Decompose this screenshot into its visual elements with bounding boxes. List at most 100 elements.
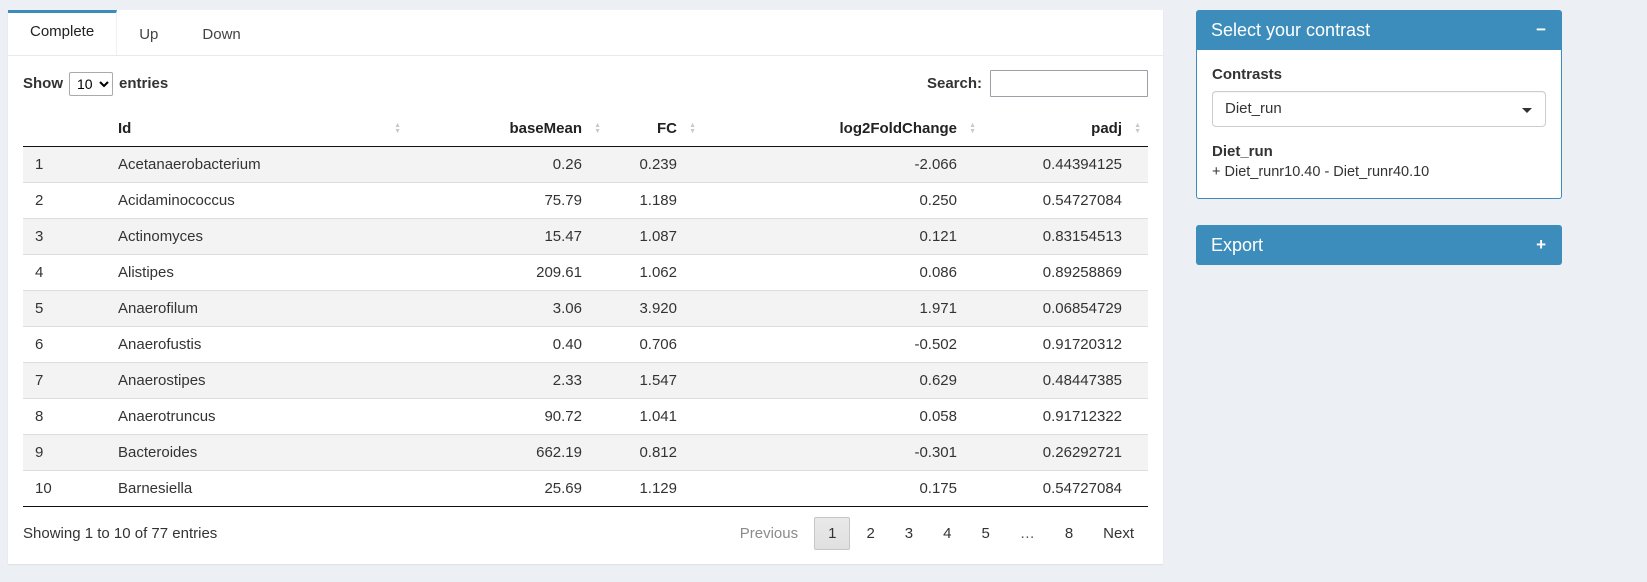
cell-log2foldchange: -2.066 [914, 156, 957, 173]
cell-log2foldchange: 0.629 [919, 372, 957, 389]
table-footer: Showing 1 to 10 of 77 entries Previous 1… [8, 507, 1163, 564]
cell-basemean: 15.47 [544, 228, 582, 245]
cell-padj: 0.91720312 [1042, 336, 1122, 353]
cell-fc: 0.812 [639, 444, 677, 461]
contrast-formula: + Diet_runr10.40 - Diet_runr40.10 [1212, 164, 1430, 180]
sort-icon: ▲ ▼ [689, 121, 696, 135]
cell-padj: 0.54727084 [1042, 480, 1122, 497]
pagination-ellipsis: … [1019, 525, 1035, 542]
header-id[interactable]: Id ▲ ▼ [108, 111, 408, 147]
cell-basemean: 2.33 [552, 372, 582, 389]
cell-fc: 3.920 [639, 300, 677, 317]
cell-log2foldchange: -0.502 [914, 336, 957, 353]
cell-log2foldchange: 0.121 [919, 228, 957, 245]
search-input[interactable] [990, 70, 1148, 97]
pagination-page-4[interactable]: 4 [943, 525, 952, 542]
table-row[interactable]: 7 Anaerostipes 2.33 1.547 0.629 0.484473… [23, 362, 1148, 399]
cell-log2foldchange: 0.058 [919, 408, 957, 425]
pagination-page-8[interactable]: 8 [1064, 525, 1074, 542]
cell-fc: 1.062 [639, 264, 677, 281]
page: Complete Up Down Show 10 entries Search: [8, 10, 1562, 564]
sort-icon: ▲ ▼ [394, 121, 401, 135]
entries-select[interactable]: 10 [69, 71, 113, 96]
collapse-plus-icon[interactable]: + [1532, 233, 1550, 257]
cell-padj: 0.44394125 [1042, 156, 1122, 173]
cell-padj: 0.91712322 [1042, 408, 1122, 425]
cell-rownum: 10 [35, 480, 52, 497]
cell-fc: 1.087 [639, 228, 677, 245]
cell-rownum: 3 [35, 228, 44, 245]
cell-id: Actinomyces [118, 228, 204, 245]
cell-basemean: 75.79 [544, 192, 582, 209]
cell-basemean: 0.40 [552, 336, 582, 353]
pagination-page-1[interactable]: 1 [814, 517, 851, 550]
contrasts-label: Contrasts [1212, 66, 1283, 83]
table-row[interactable]: 6 Anaerofustis 0.40 0.706 -0.502 0.91720… [23, 326, 1148, 363]
cell-fc: 1.041 [639, 408, 677, 425]
caret-down-icon [1522, 108, 1532, 113]
table-row[interactable]: 1 Acetanaerobacterium 0.26 0.239 -2.066 … [23, 146, 1148, 183]
export-box: Export + [1196, 225, 1562, 265]
cell-id: Bacteroides [118, 444, 198, 461]
export-box-title: Export [1211, 234, 1264, 255]
cell-id: Barnesiella [118, 480, 193, 497]
cell-rownum: 7 [35, 372, 44, 389]
results-card: Complete Up Down Show 10 entries Search: [8, 10, 1163, 564]
cell-rownum: 8 [35, 408, 44, 425]
header-log2foldchange-label: log2FoldChange [839, 120, 958, 137]
pagination-previous[interactable]: Previous [739, 525, 799, 542]
sidebar: Select your contrast − Contrasts Diet_ru… [1196, 10, 1562, 291]
header-padj-label: padj [1091, 120, 1122, 137]
cell-basemean: 209.61 [536, 264, 582, 281]
cell-id: Anaerofustis [118, 336, 202, 353]
cell-log2foldchange: 0.250 [919, 192, 957, 209]
sort-icon: ▲ ▼ [1134, 121, 1141, 135]
table-row[interactable]: 4 Alistipes 209.61 1.062 0.086 0.8925886… [23, 254, 1148, 291]
cell-padj: 0.83154513 [1042, 228, 1122, 245]
table-row[interactable]: 5 Anaerofilum 3.06 3.920 1.971 0.0685472… [23, 290, 1148, 327]
cell-fc: 0.239 [639, 156, 677, 173]
cell-padj: 0.26292721 [1042, 444, 1122, 461]
contrast-name: Diet_run [1212, 143, 1273, 160]
cell-id: Anaerotruncus [118, 408, 216, 425]
show-label: Show [23, 75, 63, 92]
tab-complete[interactable]: Complete [8, 10, 118, 55]
header-log2foldchange[interactable]: log2FoldChange ▲ ▼ [703, 111, 983, 147]
sort-icon: ▲ ▼ [969, 121, 976, 135]
search-control: Search: [927, 70, 1148, 97]
pagination: Previous 1 2 3 4 5 … 8 Next [724, 517, 1148, 550]
cell-basemean: 662.19 [536, 444, 582, 461]
results-table: Id ▲ ▼ baseMean ▲ ▼ FC ▲ ▼ log2FoldChange ▲… [23, 111, 1148, 507]
pagination-page-5[interactable]: 5 [981, 525, 990, 542]
header-padj[interactable]: padj ▲ ▼ [983, 111, 1148, 147]
tab-down[interactable]: Down [202, 26, 241, 43]
header-basemean-label: baseMean [509, 120, 582, 137]
cell-fc: 1.189 [639, 192, 677, 209]
cell-rownum: 1 [35, 156, 44, 173]
entries-length-control: Show 10 entries [23, 71, 169, 96]
pagination-page-3[interactable]: 3 [904, 525, 914, 542]
table-row[interactable]: 2 Acidaminococcus 75.79 1.189 0.250 0.54… [23, 182, 1148, 219]
table-row[interactable]: 9 Bacteroides 662.19 0.812 -0.301 0.2629… [23, 434, 1148, 471]
cell-rownum: 2 [35, 192, 44, 209]
header-fc[interactable]: FC ▲ ▼ [608, 111, 703, 147]
cell-rownum: 6 [35, 336, 44, 353]
table-controls: Show 10 entries Search: [8, 56, 1163, 107]
table-row[interactable]: 3 Actinomyces 15.47 1.087 0.121 0.831545… [23, 218, 1148, 255]
cell-rownum: 9 [35, 444, 44, 461]
cell-rownum: 5 [35, 300, 44, 317]
table-header-row: Id ▲ ▼ baseMean ▲ ▼ FC ▲ ▼ log2FoldChange ▲… [23, 111, 1148, 147]
contrast-box-title: Select your contrast [1211, 19, 1371, 40]
table-row[interactable]: 10 Barnesiella 25.69 1.129 0.175 0.54727… [23, 470, 1148, 507]
pagination-next[interactable]: Next [1103, 525, 1134, 542]
tab-up[interactable]: Up [139, 26, 159, 43]
pagination-page-2[interactable]: 2 [866, 525, 875, 542]
entries-label: entries [119, 75, 169, 92]
contrast-select[interactable]: Diet_run [1212, 91, 1546, 127]
cell-padj: 0.54727084 [1042, 192, 1122, 209]
contrast-box: Select your contrast − Contrasts Diet_ru… [1196, 10, 1562, 199]
header-basemean[interactable]: baseMean ▲ ▼ [408, 111, 608, 147]
cell-log2foldchange: -0.301 [914, 444, 957, 461]
collapse-minus-icon[interactable]: − [1532, 18, 1550, 42]
table-row[interactable]: 8 Anaerotruncus 90.72 1.041 0.058 0.9171… [23, 398, 1148, 435]
